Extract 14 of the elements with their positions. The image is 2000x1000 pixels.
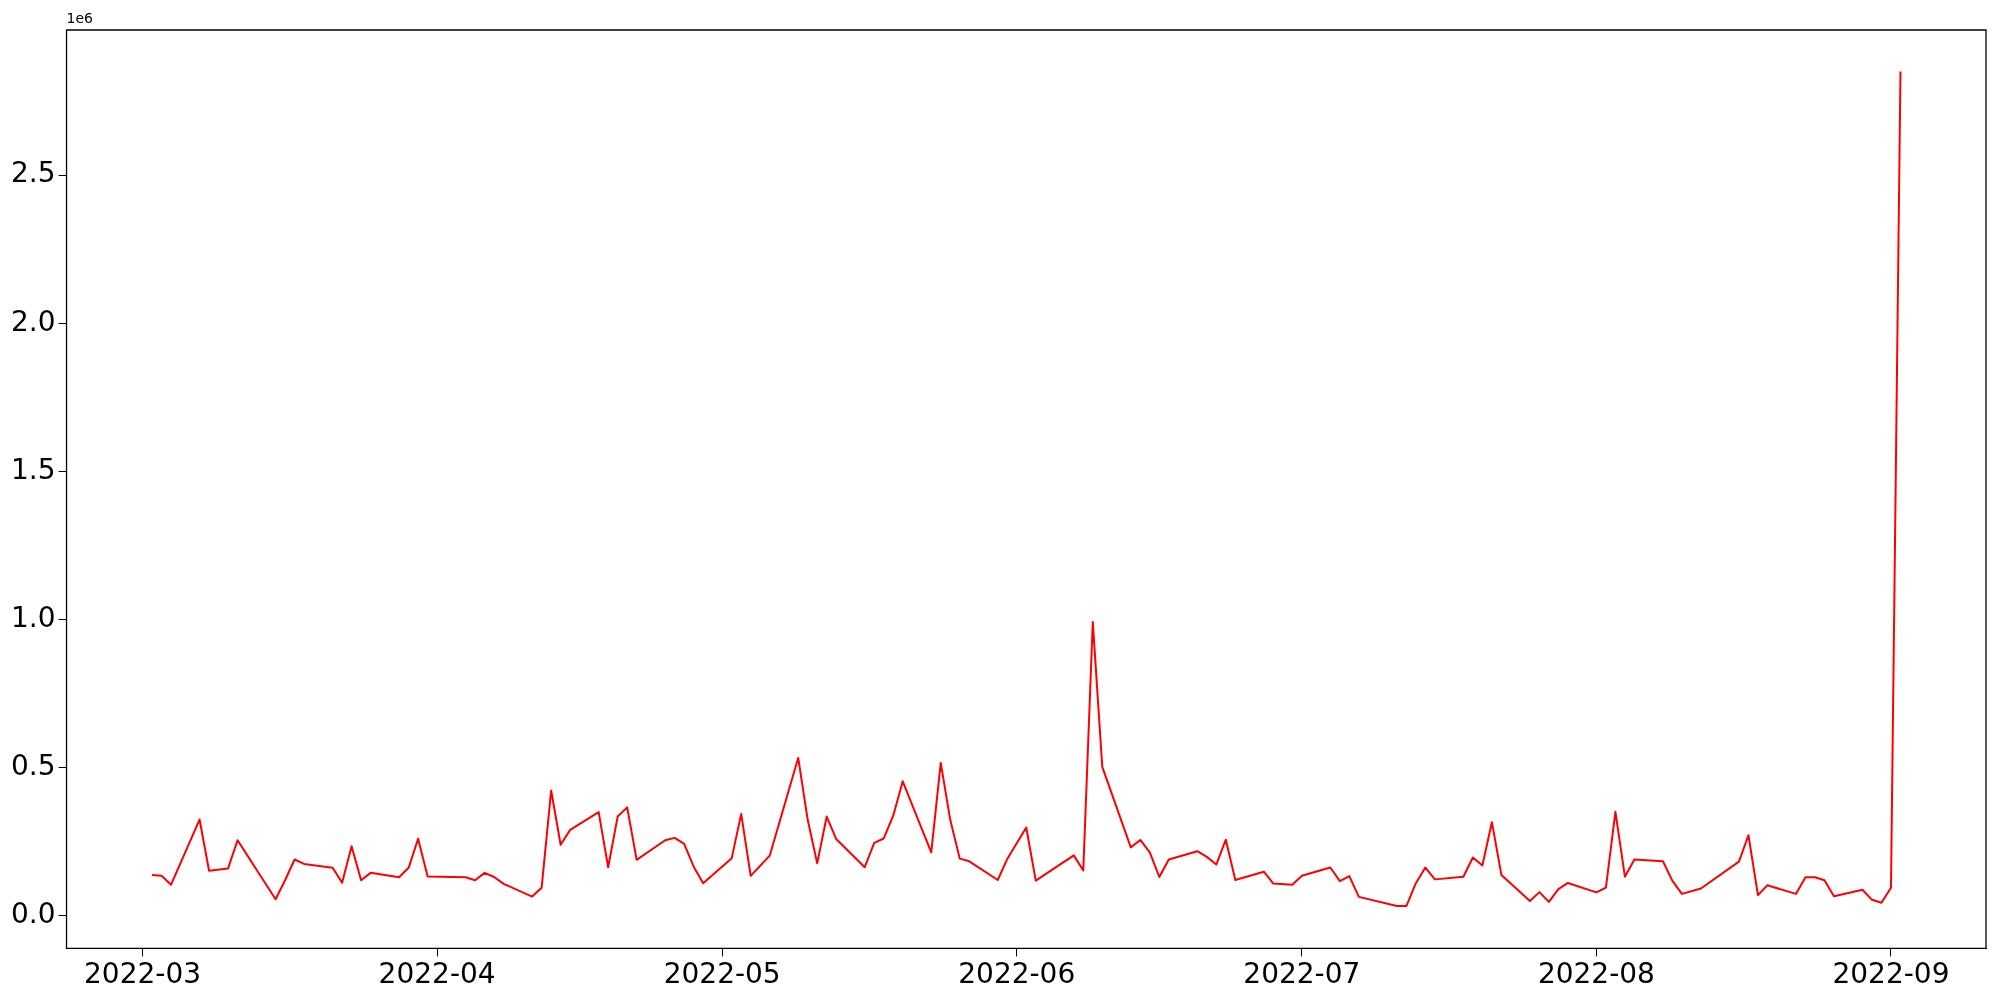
x-tick-label: 2022-04 bbox=[378, 957, 496, 991]
x-tick-label: 2022-06 bbox=[958, 957, 1076, 991]
x-tick-label: 2022-07 bbox=[1243, 957, 1361, 991]
x-tick-label: 2022-09 bbox=[1832, 957, 1950, 991]
x-tick-label: 2022-03 bbox=[84, 957, 202, 991]
x-tick-label: 2022-08 bbox=[1537, 957, 1655, 991]
y-tick-label: 2.0 bbox=[11, 304, 56, 338]
y-tick-label: 1.5 bbox=[11, 452, 56, 486]
y-tick-label: 1.0 bbox=[11, 600, 56, 634]
y-tick-label: 2.5 bbox=[11, 156, 56, 190]
x-tick-label: 2022-05 bbox=[663, 957, 781, 991]
y-tick-label: 0.0 bbox=[11, 897, 56, 931]
y-tick-label: 0.5 bbox=[11, 748, 56, 782]
text: 1e6 bbox=[66, 9, 94, 26]
